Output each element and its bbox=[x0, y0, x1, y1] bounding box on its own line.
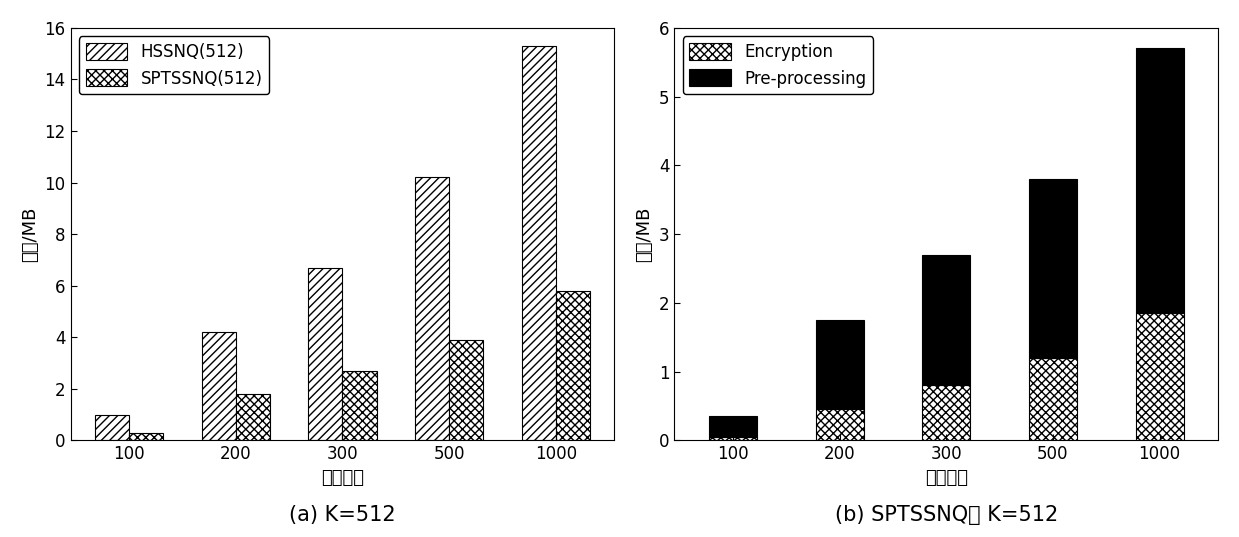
X-axis label: 节点个数: 节点个数 bbox=[321, 469, 364, 487]
Bar bbox=[922, 386, 970, 440]
Y-axis label: 空间/MB: 空间/MB bbox=[636, 206, 653, 262]
Legend: HSSNQ(512), SPTSSNQ(512): HSSNQ(512), SPTSSNQ(512) bbox=[79, 36, 269, 94]
Bar bbox=[95, 415, 129, 440]
Bar bbox=[342, 371, 377, 440]
Text: (a) K=512: (a) K=512 bbox=[289, 505, 395, 525]
Bar bbox=[1028, 358, 1077, 440]
Y-axis label: 空间/MB: 空间/MB bbox=[21, 206, 38, 262]
Bar bbox=[815, 320, 864, 409]
Bar bbox=[1135, 313, 1183, 440]
Bar bbox=[235, 394, 270, 440]
Bar bbox=[709, 437, 757, 440]
Bar bbox=[202, 332, 235, 440]
Bar bbox=[815, 409, 864, 440]
Bar bbox=[449, 340, 483, 440]
Bar bbox=[129, 433, 164, 440]
Bar bbox=[1028, 179, 1077, 358]
X-axis label: 节点个数: 节点个数 bbox=[924, 469, 968, 487]
Bar bbox=[415, 177, 449, 440]
Bar bbox=[556, 291, 590, 440]
Bar bbox=[922, 255, 970, 386]
Bar bbox=[309, 267, 342, 440]
Legend: Encryption, Pre-processing: Encryption, Pre-processing bbox=[683, 36, 873, 94]
Bar bbox=[522, 46, 556, 440]
Bar bbox=[1135, 48, 1183, 313]
Text: (b) SPTSSNQ， K=512: (b) SPTSSNQ， K=512 bbox=[835, 505, 1058, 525]
Bar bbox=[709, 416, 757, 437]
